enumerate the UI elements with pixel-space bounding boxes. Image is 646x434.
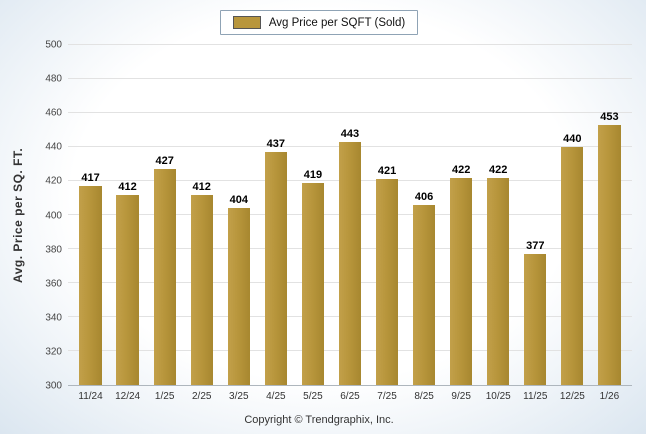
bar (153, 169, 176, 385)
bar-value-label: 443 (340, 127, 360, 140)
y-tick-label: 420 (45, 175, 62, 187)
bar (79, 186, 102, 385)
copyright-text: Copyright © Trendgraphix, Inc. (244, 414, 394, 426)
gridline (68, 44, 632, 45)
x-tick-label: 12/24 (115, 391, 141, 402)
x-tick-label: 3/25 (229, 391, 249, 402)
bar (412, 204, 436, 385)
bar-slot: 404 (220, 45, 257, 385)
x-axis-labels: 11/24 12/24 1/25 2/25 3/25 4/25 5/25 6/25 7/25 8/… (68, 386, 632, 408)
bar-value-label: 404 (229, 194, 248, 207)
x-tick-label: 10/25 (485, 391, 511, 402)
bar-value-label: 453 (600, 110, 619, 123)
bar-value-label: 417 (81, 172, 100, 185)
bar-value-label: 421 (377, 165, 397, 178)
y-tick-label: 500 (45, 39, 62, 51)
y-tick-label: 460 (45, 107, 62, 119)
bar (338, 141, 362, 385)
legend-row: Avg Price per SQFT (Sold) (6, 10, 632, 35)
bar-value-label: 412 (192, 180, 211, 193)
bar-slot: 440 (554, 45, 591, 385)
legend: Avg Price per SQFT (Sold) (219, 10, 419, 35)
bar-value-label: 427 (155, 155, 174, 168)
y-tick-label: 380 (45, 244, 62, 256)
x-tick-label: 9/25 (451, 391, 471, 402)
bar-slot: 412 (183, 45, 220, 385)
x-tick-label: 1/25 (154, 391, 175, 402)
y-tick-label: 400 (45, 210, 62, 221)
x-tick-label: 2/25 (191, 391, 212, 402)
bar (190, 194, 213, 385)
bar-slot: 443 (331, 45, 368, 385)
bar-value-label: 440 (563, 133, 582, 145)
bar-slot: 406 (406, 45, 443, 385)
bar-value-label: 377 (526, 240, 545, 253)
bar (487, 177, 510, 385)
bar (116, 194, 139, 385)
x-tick-label: 5/25 (303, 391, 323, 402)
x-tick-label: 11/25 (523, 391, 548, 402)
gridline (68, 112, 632, 113)
y-tick-label: 320 (45, 346, 62, 358)
y-tick-label: 360 (45, 278, 62, 290)
y-axis-title: Avg. Price per SQ. FT. (11, 147, 25, 284)
legend-swatch (232, 16, 261, 29)
x-tick-label: 6/25 (340, 391, 360, 402)
bar (524, 254, 547, 385)
bar-chart: Avg. Price per SQ. FT. 300 320 340 360 380 40… (6, 40, 632, 408)
bar-slot: 377 (517, 45, 554, 385)
bar-slot: 417 (72, 45, 109, 385)
bar-value-label: 422 (451, 163, 471, 176)
bar (264, 152, 287, 385)
bar-slot: 412 (109, 45, 146, 385)
y-tick-label: 300 (45, 380, 62, 392)
y-tick-label: 340 (45, 312, 62, 324)
bar-slot: 437 (257, 45, 294, 385)
bar-slot: 419 (294, 45, 331, 385)
x-tick-label: 7/25 (377, 391, 397, 402)
x-tick-label: 8/25 (414, 391, 434, 402)
bar-value-label: 412 (118, 180, 137, 193)
gridline (68, 78, 632, 79)
bar (598, 124, 621, 385)
bar-value-label: 406 (414, 190, 434, 203)
y-axis-ticks: 300 320 340 360 380 400 420 440 460 480 500 (30, 40, 68, 392)
bar (227, 208, 250, 385)
bar (375, 179, 399, 385)
bar (450, 177, 473, 385)
bars-container: 417 412 427 412 404 437 419 443 421 406 422 422 377 4… (68, 45, 632, 385)
x-tick-label: 11/24 (78, 391, 103, 402)
bar-slot: 422 (480, 45, 517, 385)
bar (561, 147, 584, 385)
y-tick-label: 480 (45, 73, 62, 85)
bar-value-label: 422 (489, 163, 508, 176)
plot-area: 417 412 427 412 404 437 419 443 421 406 422 422 377 4… (68, 44, 632, 386)
bar-slot: 421 (369, 45, 406, 385)
x-tick-label: 1/26 (599, 391, 620, 402)
bar-value-label: 419 (303, 168, 323, 181)
bar-slot: 427 (146, 45, 183, 385)
bar (301, 182, 325, 385)
bar-slot: 422 (443, 45, 480, 385)
x-tick-label: 4/25 (266, 391, 286, 402)
legend-label: Avg Price per SQFT (Sold) (268, 16, 406, 29)
bar-slot: 453 (591, 45, 628, 385)
y-tick-label: 440 (45, 141, 62, 153)
x-tick-label: 12/25 (559, 391, 585, 402)
bar-value-label: 437 (266, 138, 286, 151)
